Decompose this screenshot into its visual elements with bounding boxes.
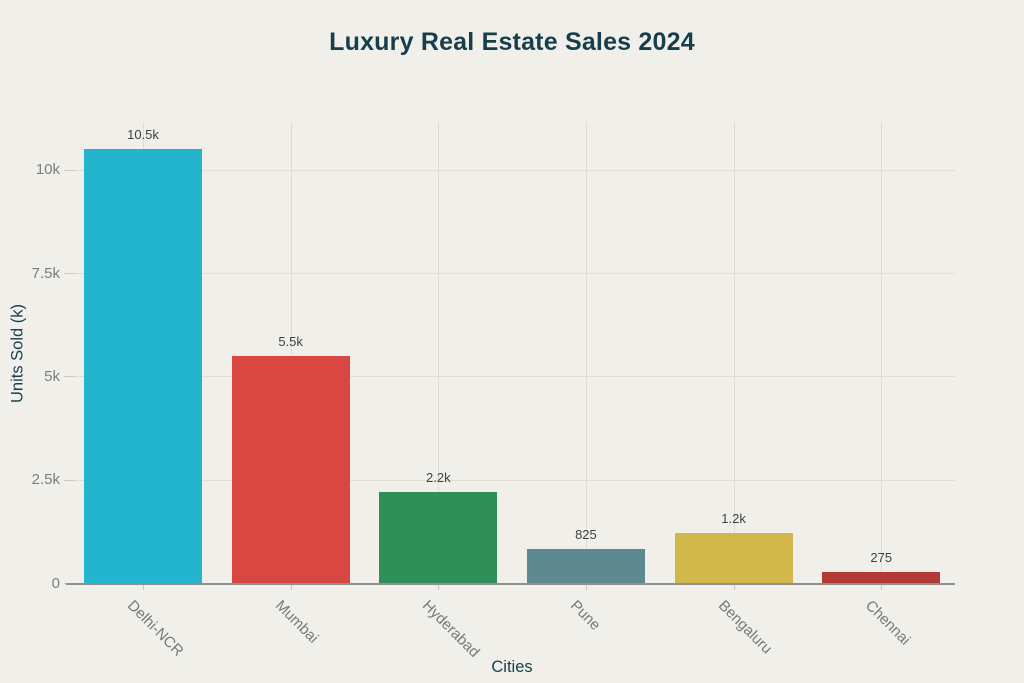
bar-bengaluru[interactable] [674, 533, 793, 583]
vertical-gridline [290, 122, 292, 583]
y-axis-tick-label: 2.5k [31, 471, 60, 489]
bar-delhi-ncr[interactable] [84, 149, 202, 583]
x-axis-line [66, 583, 955, 585]
bar-pune[interactable] [526, 548, 645, 583]
vertical-gridline [733, 122, 735, 583]
horizontal-gridline [66, 376, 955, 378]
y-axis-tick-label: 5k [44, 367, 60, 385]
x-axis-category-label-hyderabad: Hyderabad [419, 597, 484, 661]
x-axis-category-label-delhi-ncr: Delhi-NCR [123, 597, 187, 660]
x-axis-title: Cities [491, 658, 533, 676]
y-axis-tick-mark [64, 376, 75, 378]
x-axis-category-label-chennai: Chennai [862, 597, 914, 649]
vertical-gridline [881, 122, 883, 583]
horizontal-gridline [66, 273, 955, 275]
vertical-gridline [438, 122, 440, 583]
y-axis-tick-label: 10k [35, 161, 60, 179]
y-axis-title: Units Sold (k) [8, 303, 27, 404]
bar-mumbai[interactable] [231, 355, 350, 583]
x-axis-category-label-pune: Pune [566, 597, 604, 634]
y-axis-tick-mark [64, 479, 75, 481]
y-axis-tick-mark [64, 169, 75, 171]
x-axis-tick-mark [143, 585, 144, 590]
bar-value-label-mumbai: 5.5k [278, 333, 303, 349]
x-axis-tick-mark [733, 585, 735, 590]
x-axis-category-label-mumbai: Mumbai [271, 597, 322, 647]
x-axis-tick-mark [290, 585, 292, 590]
x-axis-tick-mark [585, 585, 587, 590]
y-axis-tick-label: 0 [51, 574, 60, 592]
bar-value-label-chennai: 275 [870, 549, 893, 565]
y-axis-tick-mark [64, 273, 75, 275]
horizontal-gridline [66, 479, 955, 481]
chart-title: Luxury Real Estate Sales 2024 [329, 28, 695, 56]
bar-value-label-delhi-ncr: 10.5k [127, 127, 159, 143]
bar-hyderabad[interactable] [379, 492, 498, 583]
x-axis-tick-mark [438, 585, 440, 590]
horizontal-gridline [66, 169, 955, 171]
x-axis-tick-mark [881, 585, 883, 590]
bar-value-label-hyderabad: 2.2k [426, 470, 451, 486]
bar-value-label-pune: 825 [575, 526, 597, 542]
vertical-gridline [585, 122, 587, 583]
bar-value-label-bengaluru: 1.2k [721, 511, 746, 527]
y-axis-tick-label: 7.5k [31, 264, 60, 282]
x-axis-category-label-bengaluru: Bengaluru [714, 597, 775, 658]
bar-chennai[interactable] [822, 571, 941, 583]
